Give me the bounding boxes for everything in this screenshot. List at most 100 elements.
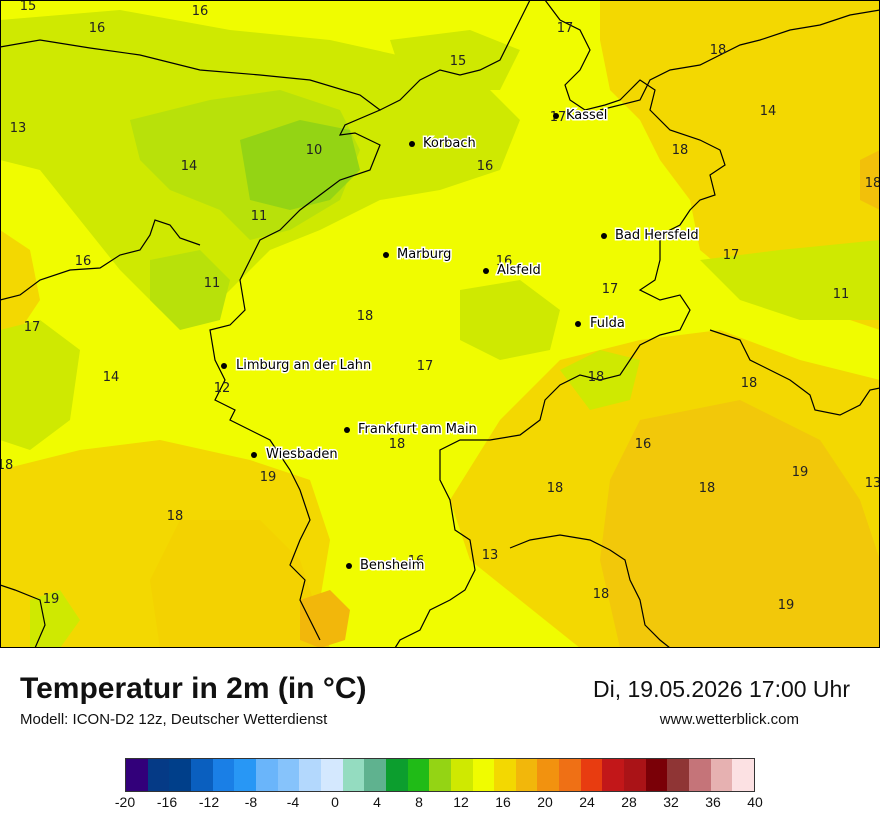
city-label-alsfeld: Alsfeld [497,263,541,278]
color-legend [125,758,755,792]
legend-swatch [147,759,170,791]
legend-swatch [689,759,711,791]
legend-swatch [515,759,538,791]
legend-swatch [559,759,581,791]
map-value: 13 [865,476,880,491]
legend-swatch [126,759,148,791]
map-value: 13 [10,121,27,136]
map-value: 14 [760,104,777,119]
city-dot [346,563,352,569]
map-value: 15 [450,54,467,69]
legend-swatch [385,759,408,791]
legend-ticks: -20 -16 -12 -8 -4 0 4 8 12 16 20 24 28 32 36 40 [0,794,880,814]
map-value: 18 [389,437,406,452]
legend-tick-label: 32 [663,794,679,810]
forecast-datetime: Di, 19.05.2026 17:00 Uhr [592,676,850,702]
city-label-fulda: Fulda [590,316,625,331]
legend-swatch [472,759,495,791]
temperature-map: 15 16 16 17 18 15 13 17 14 10 18 16 18 1… [0,0,880,648]
legend-swatch [169,759,191,791]
map-value: 19 [778,598,795,613]
city-label-limburg: Limburg an der Lahn [236,358,371,373]
legend-tick-label: -8 [244,794,258,810]
legend-tick-label: -16 [156,794,178,810]
map-value: 16 [75,254,92,269]
map-value: 19 [43,592,60,607]
map-value: 18 [588,370,605,385]
map-value: 16 [496,254,513,269]
value-labels: 15 16 16 17 18 15 13 17 14 10 18 16 18 1… [0,0,880,613]
city-dot [409,141,415,147]
map-value: 16 [477,159,494,174]
state-borders [0,0,880,648]
city-label-korbach: Korbach [423,136,476,151]
legend-swatch [320,759,343,791]
legend-swatch [364,759,386,791]
legend-swatch [580,759,603,791]
map-value: 16 [635,437,652,452]
map-footer: Temperatur in 2m (in °C) Modell: ICON-D2… [0,648,880,830]
legend-swatch [494,759,516,791]
legend-tick-label: 24 [579,794,595,810]
legend-tick-label: -4 [286,794,300,810]
legend-swatch [234,759,256,791]
legend-tick-label: 20 [537,794,553,810]
map-value: 13 [482,548,499,563]
city-dot [575,321,581,327]
website-link[interactable]: www.wetterblick.com [659,711,799,728]
map-value: 17 [602,282,619,297]
legend-swatch [429,759,451,791]
city-dot [601,233,607,239]
map-value: 16 [408,554,425,569]
model-info: Modell: ICON-D2 12z, Deutscher Wetterdie… [20,711,328,728]
map-canvas: 15 16 16 17 18 15 13 17 14 10 18 16 18 1… [0,0,880,648]
map-title: Temperatur in 2m (in °C) [20,672,367,705]
map-value: 19 [792,465,809,480]
legend-swatch [255,759,278,791]
legend-swatch [732,759,755,791]
map-value: 19 [260,470,277,485]
city-dot [221,363,227,369]
legend-swatch [342,759,365,791]
map-value: 17 [24,320,41,335]
map-value: 14 [181,159,198,174]
city-dot [483,268,489,274]
map-value: 16 [192,4,209,19]
map-value: 14 [103,370,120,385]
map-value: 16 [89,21,106,36]
cool-zones [0,10,880,648]
legend-swatch [277,759,300,791]
legend-tick-label: 28 [621,794,637,810]
map-value: 11 [204,276,221,291]
legend-tick-label: 36 [705,794,721,810]
city-label-marburg: Marburg [397,247,451,262]
legend-swatch [537,759,560,791]
map-value: 18 [357,309,374,324]
map-value: 17 [723,248,740,263]
legend-swatch [299,759,321,791]
legend-swatch [190,759,213,791]
map-value: 11 [833,287,850,302]
legend-swatch [645,759,668,791]
city-dot [383,252,389,258]
map-value: 18 [547,481,564,496]
legend-tick-label: 16 [495,794,511,810]
legend-tick-label: 4 [373,794,381,810]
map-value: 12 [214,381,231,396]
city-markers: Kassel Korbach Bad Hersfeld Marburg Alsf… [221,107,700,575]
map-value: 17 [417,359,434,374]
legend-swatch [710,759,733,791]
map-value: 18 [0,458,13,473]
map-value: 17 [557,21,574,36]
legend-swatch [450,759,473,791]
legend-tick-label: 8 [415,794,423,810]
map-value: 18 [741,376,758,391]
legend-tick-label: -20 [114,794,136,810]
city-dot [251,452,257,458]
legend-tick-label: -12 [198,794,220,810]
legend-tick-label: 12 [453,794,469,810]
legend-tick-label: 0 [331,794,339,810]
city-label-frankfurt: Frankfurt am Main [358,422,477,437]
map-value: 11 [251,209,268,224]
city-label-bensheim: Bensheim [360,558,424,573]
